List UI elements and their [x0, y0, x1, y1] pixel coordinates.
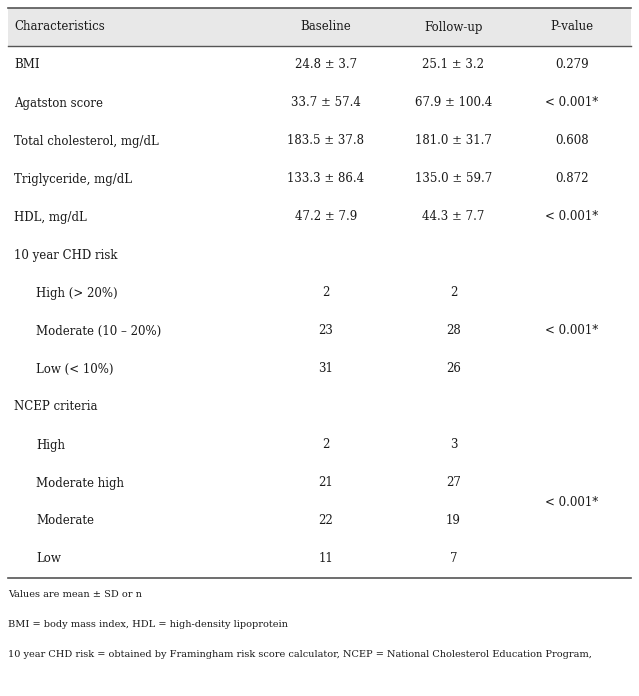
Text: 2: 2 — [322, 287, 330, 299]
Text: Triglyceride, mg/dL: Triglyceride, mg/dL — [14, 173, 132, 186]
Text: 135.0 ± 59.7: 135.0 ± 59.7 — [415, 173, 492, 186]
Text: BMI = body mass index, HDL = high-density lipoprotein: BMI = body mass index, HDL = high-densit… — [8, 620, 288, 629]
Text: Characteristics: Characteristics — [14, 20, 105, 33]
Text: Baseline: Baseline — [300, 20, 351, 33]
Text: 181.0 ± 31.7: 181.0 ± 31.7 — [415, 134, 492, 148]
Text: < 0.001*: < 0.001* — [545, 97, 599, 109]
Text: 133.3 ± 86.4: 133.3 ± 86.4 — [287, 173, 364, 186]
Text: HDL, mg/dL: HDL, mg/dL — [14, 210, 87, 223]
Text: High (> 20%): High (> 20%) — [36, 287, 118, 299]
Text: Values are mean ± SD or n: Values are mean ± SD or n — [8, 590, 142, 599]
Text: BMI: BMI — [14, 58, 40, 72]
Text: Moderate (10 – 20%): Moderate (10 – 20%) — [36, 324, 161, 338]
Text: < 0.001*: < 0.001* — [545, 324, 599, 338]
Text: 25.1 ± 3.2: 25.1 ± 3.2 — [422, 58, 484, 72]
Text: High: High — [36, 438, 65, 452]
Text: 7: 7 — [450, 553, 457, 565]
Text: 10 year CHD risk: 10 year CHD risk — [14, 248, 118, 262]
Bar — [8, 8, 631, 46]
Text: 33.7 ± 57.4: 33.7 ± 57.4 — [291, 97, 360, 109]
Text: 44.3 ± 7.7: 44.3 ± 7.7 — [422, 210, 484, 223]
Text: 183.5 ± 37.8: 183.5 ± 37.8 — [287, 134, 364, 148]
Text: 2: 2 — [450, 287, 457, 299]
Text: 0.872: 0.872 — [555, 173, 589, 186]
Text: 31: 31 — [318, 363, 333, 376]
Text: 22: 22 — [318, 514, 333, 528]
Text: Total cholesterol, mg/dL: Total cholesterol, mg/dL — [14, 134, 158, 148]
Text: 0.279: 0.279 — [555, 58, 589, 72]
Text: Moderate high: Moderate high — [36, 477, 124, 489]
Text: P-value: P-value — [550, 20, 594, 33]
Text: 28: 28 — [446, 324, 461, 338]
Text: NCEP criteria: NCEP criteria — [14, 400, 98, 413]
Text: 21: 21 — [318, 477, 333, 489]
Text: 0.608: 0.608 — [555, 134, 589, 148]
Text: Low: Low — [36, 553, 61, 565]
Text: Low (< 10%): Low (< 10%) — [36, 363, 114, 376]
Text: 24.8 ± 3.7: 24.8 ± 3.7 — [295, 58, 357, 72]
Text: 27: 27 — [446, 477, 461, 489]
Text: 47.2 ± 7.9: 47.2 ± 7.9 — [295, 210, 357, 223]
Text: 11: 11 — [318, 553, 333, 565]
Text: Agatston score: Agatston score — [14, 97, 103, 109]
Text: 3: 3 — [450, 438, 457, 452]
Text: Follow-up: Follow-up — [424, 20, 482, 33]
Text: 23: 23 — [318, 324, 333, 338]
Text: Moderate: Moderate — [36, 514, 94, 528]
Text: < 0.001*: < 0.001* — [545, 210, 599, 223]
Text: 67.9 ± 100.4: 67.9 ± 100.4 — [415, 97, 492, 109]
Text: 10 year CHD risk = obtained by Framingham risk score calculator, NCEP = National: 10 year CHD risk = obtained by Framingha… — [8, 650, 592, 659]
Text: 26: 26 — [446, 363, 461, 376]
Text: < 0.001*: < 0.001* — [545, 496, 599, 509]
Text: 19: 19 — [446, 514, 461, 528]
Text: 2: 2 — [322, 438, 330, 452]
